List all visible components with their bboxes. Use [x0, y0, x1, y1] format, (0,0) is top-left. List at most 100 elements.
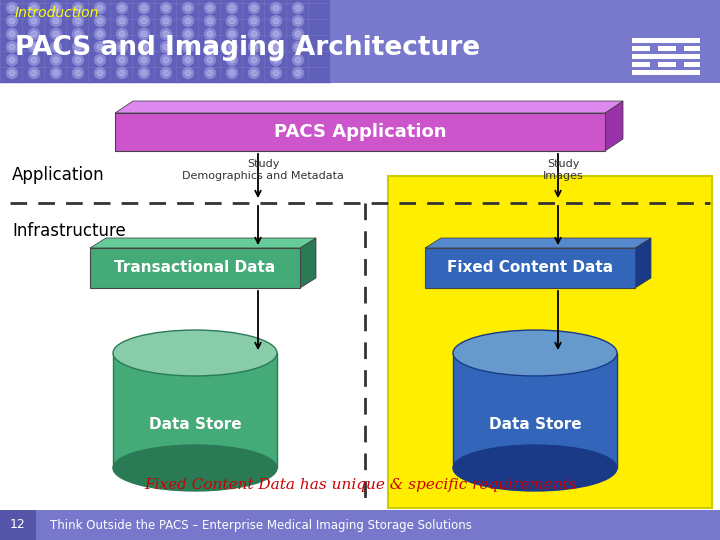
Circle shape: [138, 3, 150, 14]
Polygon shape: [115, 101, 623, 113]
Circle shape: [73, 16, 84, 26]
Circle shape: [273, 70, 279, 76]
Circle shape: [50, 55, 61, 65]
Circle shape: [204, 29, 215, 39]
Circle shape: [295, 44, 301, 50]
Circle shape: [248, 68, 259, 78]
Circle shape: [50, 29, 61, 39]
Circle shape: [53, 70, 59, 76]
Circle shape: [292, 55, 304, 65]
Polygon shape: [300, 238, 316, 288]
Circle shape: [97, 5, 103, 11]
Circle shape: [207, 44, 213, 50]
Circle shape: [50, 68, 61, 78]
Circle shape: [9, 18, 15, 24]
Circle shape: [31, 44, 37, 50]
Circle shape: [75, 70, 81, 76]
Circle shape: [248, 3, 259, 14]
Text: Introduction: Introduction: [15, 6, 99, 20]
Circle shape: [185, 18, 191, 24]
Circle shape: [227, 68, 238, 78]
Circle shape: [292, 68, 304, 78]
Circle shape: [229, 5, 235, 11]
Bar: [113, 353, 277, 468]
Circle shape: [6, 68, 17, 78]
Circle shape: [97, 44, 103, 50]
Circle shape: [94, 16, 106, 26]
Circle shape: [295, 18, 301, 24]
Text: Fixed Content Data: Fixed Content Data: [447, 260, 613, 275]
Circle shape: [185, 31, 191, 37]
Circle shape: [161, 16, 171, 26]
Circle shape: [53, 18, 59, 24]
Bar: [632, 38, 700, 43]
Circle shape: [161, 55, 171, 65]
Text: PACS and Imaging Architecture: PACS and Imaging Architecture: [15, 35, 480, 61]
Circle shape: [295, 5, 301, 11]
Circle shape: [271, 68, 282, 78]
Ellipse shape: [113, 330, 277, 376]
Bar: [0, 510, 36, 540]
Circle shape: [163, 57, 169, 63]
Circle shape: [75, 44, 81, 50]
Bar: [632, 62, 650, 67]
Circle shape: [292, 3, 304, 14]
Circle shape: [75, 31, 81, 37]
Circle shape: [229, 18, 235, 24]
Circle shape: [163, 70, 169, 76]
Circle shape: [204, 42, 215, 52]
Circle shape: [53, 44, 59, 50]
Circle shape: [73, 55, 84, 65]
Bar: [684, 46, 700, 51]
Circle shape: [6, 29, 17, 39]
Circle shape: [29, 29, 40, 39]
Circle shape: [141, 5, 147, 11]
Circle shape: [273, 57, 279, 63]
Circle shape: [182, 55, 194, 65]
Circle shape: [9, 31, 15, 37]
Circle shape: [9, 5, 15, 11]
Circle shape: [182, 29, 194, 39]
Polygon shape: [605, 101, 623, 151]
Circle shape: [75, 5, 81, 11]
Circle shape: [182, 16, 194, 26]
Circle shape: [73, 68, 84, 78]
Polygon shape: [425, 238, 651, 248]
Bar: [632, 70, 700, 75]
Circle shape: [161, 42, 171, 52]
Circle shape: [161, 29, 171, 39]
Circle shape: [73, 29, 84, 39]
Circle shape: [117, 3, 127, 14]
Bar: [632, 54, 700, 59]
Bar: [658, 46, 676, 51]
Bar: [658, 62, 676, 67]
Circle shape: [227, 29, 238, 39]
Circle shape: [271, 3, 282, 14]
Text: Data Store: Data Store: [149, 417, 241, 432]
Circle shape: [271, 42, 282, 52]
Text: Fixed Content Data has unique & specific requirements: Fixed Content Data has unique & specific…: [144, 478, 576, 492]
Ellipse shape: [453, 330, 617, 376]
Circle shape: [227, 42, 238, 52]
Circle shape: [138, 68, 150, 78]
Circle shape: [75, 18, 81, 24]
Circle shape: [163, 44, 169, 50]
Circle shape: [295, 31, 301, 37]
Circle shape: [141, 18, 147, 24]
Circle shape: [138, 29, 150, 39]
Circle shape: [97, 57, 103, 63]
Circle shape: [207, 31, 213, 37]
Circle shape: [31, 70, 37, 76]
Circle shape: [119, 44, 125, 50]
Circle shape: [94, 3, 106, 14]
Ellipse shape: [113, 445, 277, 491]
Circle shape: [273, 44, 279, 50]
Circle shape: [31, 31, 37, 37]
Circle shape: [50, 16, 61, 26]
Circle shape: [29, 68, 40, 78]
Circle shape: [295, 57, 301, 63]
Circle shape: [163, 31, 169, 37]
Circle shape: [94, 29, 106, 39]
Circle shape: [204, 3, 215, 14]
Circle shape: [182, 3, 194, 14]
